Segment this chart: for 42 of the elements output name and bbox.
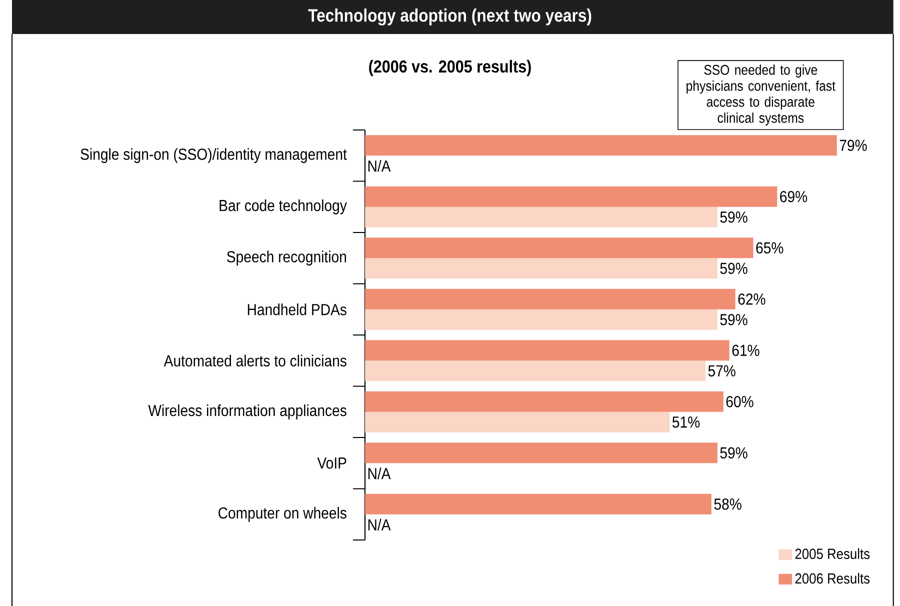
y-tick-label: Bar code technology bbox=[220, 199, 347, 214]
bar bbox=[365, 186, 778, 207]
bar bbox=[365, 360, 706, 382]
bar bbox=[365, 206, 718, 228]
bar bbox=[365, 391, 724, 412]
data-label: 60% bbox=[726, 396, 754, 408]
y-tick-label: Handheld PDAs bbox=[248, 304, 346, 316]
chart-subtitle: (2006 vs. 2005 results) bbox=[369, 60, 531, 76]
bar bbox=[365, 340, 730, 361]
data-label: 57% bbox=[708, 365, 736, 376]
y-tick-label: Automated alerts to clinicians bbox=[164, 354, 346, 366]
bar bbox=[365, 494, 712, 514]
data-label: 59% bbox=[720, 447, 748, 459]
data-label: 58% bbox=[714, 498, 742, 510]
bar bbox=[365, 442, 718, 464]
text: N/A bbox=[368, 518, 391, 530]
data-label: 79% bbox=[840, 140, 867, 152]
y-tick-label: Speech recognition bbox=[227, 250, 346, 266]
data-label: 59% bbox=[720, 314, 748, 326]
text: N/A bbox=[368, 160, 391, 172]
bar bbox=[365, 135, 837, 156]
data-label: 51% bbox=[672, 416, 700, 428]
data-label: 59% bbox=[720, 211, 748, 223]
bar bbox=[365, 288, 736, 310]
chart-title: Technology adoption (next two years) bbox=[308, 8, 592, 26]
data-label: 61% bbox=[732, 344, 760, 356]
y-tick-label: Wireless information appliances bbox=[148, 404, 346, 420]
data-label: 59% bbox=[720, 262, 748, 274]
data-label: 65% bbox=[756, 242, 784, 254]
data-label: 62% bbox=[738, 293, 766, 305]
text: N/A bbox=[368, 467, 391, 480]
text: SSO needed to give physicians convenient, fast access to disparate clinical systems bbox=[686, 64, 836, 126]
data-label: 69% bbox=[780, 190, 808, 202]
bar bbox=[365, 258, 718, 279]
y-tick-label: Computer on wheels bbox=[218, 506, 346, 522]
bar bbox=[365, 412, 670, 432]
legend-label: 2006 Results bbox=[795, 572, 870, 584]
bar bbox=[365, 238, 754, 258]
legend-label: 2005 Results bbox=[795, 548, 870, 560]
y-tick-label: VoIP bbox=[317, 458, 346, 469]
y-tick-label: Single sign-on (SSO)/identity management bbox=[80, 148, 347, 164]
bar bbox=[365, 309, 718, 330]
